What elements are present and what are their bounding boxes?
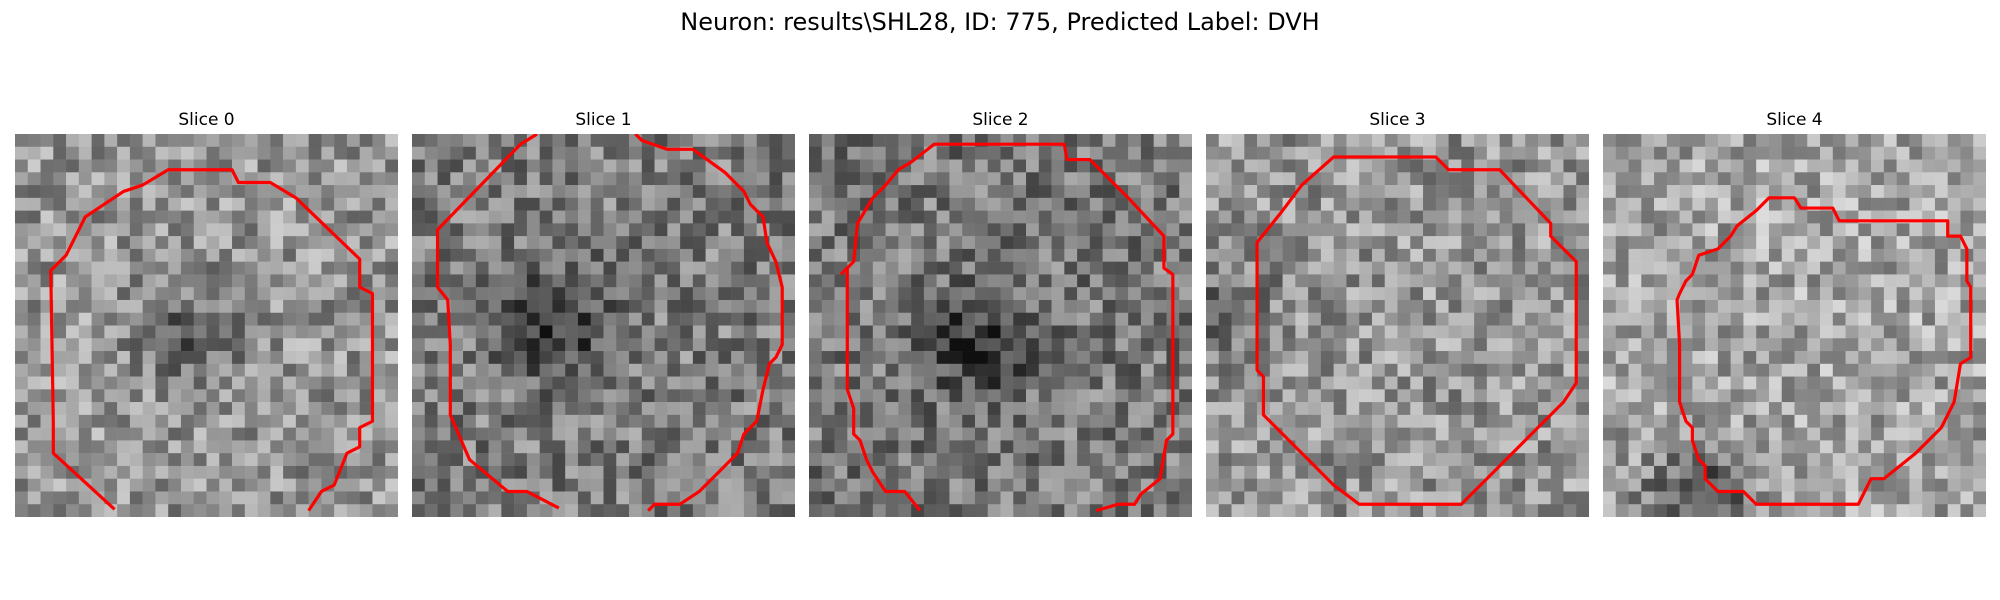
contour-line (435, 134, 784, 512)
contour-line (839, 142, 1175, 513)
slice-image (412, 134, 795, 517)
slice-title: Slice 2 (972, 110, 1029, 130)
slice-title: Slice 3 (1369, 110, 1426, 130)
contour-line (1675, 196, 1973, 506)
contour-line (1255, 155, 1578, 506)
slice-image (1603, 134, 1986, 517)
slice-title: Slice 0 (178, 110, 235, 130)
slice-title: Slice 1 (575, 110, 632, 130)
slice-image (15, 134, 398, 517)
contour-line (49, 168, 375, 512)
slice-image (809, 134, 1192, 517)
figure-suptitle: Neuron: results\SHL28, ID: 775, Predicte… (680, 8, 1320, 36)
slice-title: Slice 4 (1766, 110, 1823, 130)
slice-image (1206, 134, 1589, 517)
